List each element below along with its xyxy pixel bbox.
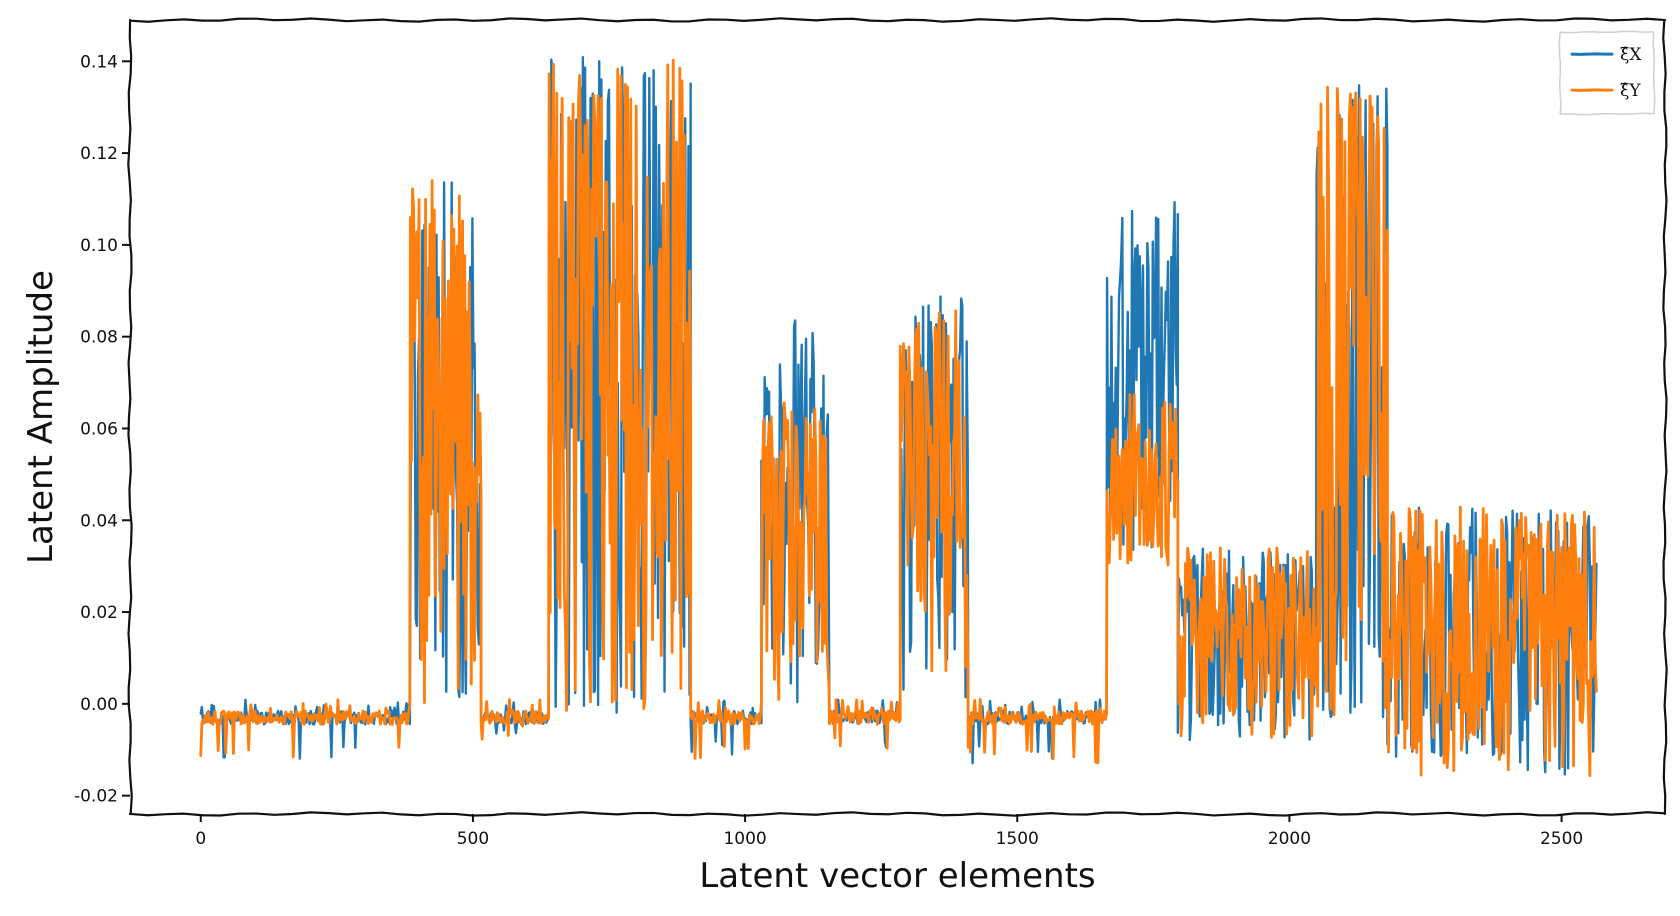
- axis-layer: 0 500 1000 1500 2000 2500 -0.02 0.00 0.02 0.04 0.0…: [21, 52, 1583, 896]
- legend-swatch-xi-y: [1570, 88, 1614, 92]
- y-tick-label: 0.06: [80, 419, 118, 439]
- series-layer: [199, 56, 1598, 778]
- y-tick-label: 0.02: [80, 603, 118, 623]
- series-line-xi-y: [199, 58, 1598, 778]
- y-tick-label: 0.04: [80, 511, 118, 531]
- x-tick-label: 1000: [723, 829, 766, 849]
- x-tick-label: 500: [457, 829, 489, 849]
- y-tick-label: 0.00: [80, 695, 118, 715]
- y-axis-title: Latent Amplitude: [21, 270, 61, 564]
- x-tick-label: 2000: [1268, 829, 1311, 849]
- y-tick-label: -0.02: [74, 787, 118, 807]
- y-tick-label: 0.14: [80, 52, 118, 72]
- frame-right: [1662, 18, 1668, 816]
- frame-top: [128, 17, 1667, 23]
- legend-swatch-xi-x: [1570, 52, 1614, 56]
- frame-bottom: [128, 811, 1667, 817]
- y-tick-label: 0.08: [80, 328, 118, 348]
- x-axis-title: Latent vector elements: [699, 856, 1095, 896]
- x-tick-label: 1500: [996, 829, 1039, 849]
- frame-left: [127, 18, 133, 816]
- y-tick-label: 0.10: [80, 236, 118, 256]
- x-tick-label: 2500: [1540, 829, 1583, 849]
- legend-label-xi-x: ξ̂X: [1620, 45, 1642, 65]
- x-tick-label: 0: [195, 829, 206, 849]
- legend: ξ̂X ξ̂Y: [1558, 30, 1656, 116]
- legend-box: [1558, 30, 1656, 116]
- y-tick-label: 0.12: [80, 144, 118, 164]
- legend-label-xi-y: ξ̂Y: [1620, 81, 1641, 101]
